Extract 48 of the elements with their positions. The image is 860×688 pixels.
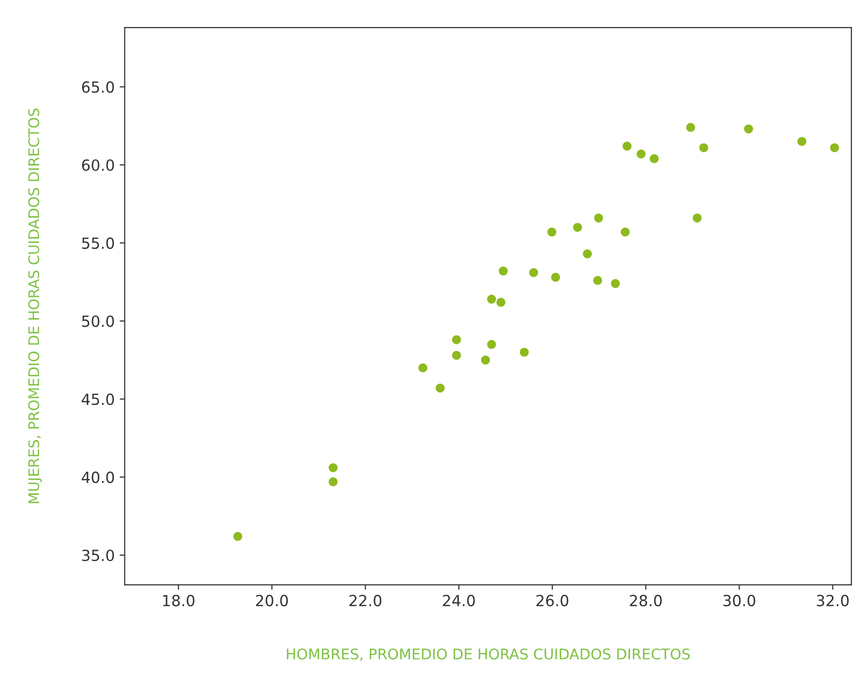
point: [547, 228, 556, 237]
y-tick-label: 45.0: [82, 394, 114, 406]
point: [496, 298, 506, 307]
point: [582, 249, 592, 258]
x-tick-label: 32.0: [816, 594, 849, 606]
x-tick-label: 30.0: [723, 594, 756, 606]
x-tick-label: 28.0: [630, 594, 662, 606]
point: [622, 142, 632, 151]
x-tick-label: 22.0: [349, 594, 382, 606]
point: [573, 222, 582, 232]
x-tick-label: 26.0: [536, 594, 568, 606]
point: [610, 279, 620, 288]
y-tick-label: 60.0: [82, 159, 114, 171]
y-tick-label: 50.0: [82, 315, 114, 328]
point: [692, 213, 702, 222]
point: [498, 266, 508, 276]
y-tick-label: 55.0: [82, 237, 114, 249]
point: [551, 272, 560, 282]
y-tick-label: 65.0: [82, 81, 114, 93]
point: [487, 294, 496, 304]
point: [529, 268, 538, 278]
x-tick-label: 24.0: [442, 594, 475, 606]
point: [480, 356, 490, 365]
y-axis-title: MUJERES, PROMEDIO DE HORAS CUIDADOS DIRECTOS: [28, 108, 42, 504]
point: [593, 276, 602, 285]
x-tick-label: 18.0: [163, 594, 194, 606]
point: [699, 143, 708, 152]
point: [328, 477, 338, 486]
point: [744, 124, 754, 134]
point: [830, 143, 840, 152]
x-tick-label: 20.0: [256, 594, 288, 606]
point: [620, 228, 630, 237]
point: [452, 350, 462, 360]
point: [797, 136, 806, 146]
point: [487, 340, 496, 349]
point: [452, 335, 462, 344]
x-axis-title: HOMBRES, PROMEDIO DE HORAS CUIDADOS DIRECTOS: [286, 648, 690, 661]
y-tick-label: 40.0: [82, 472, 114, 484]
point: [233, 532, 242, 541]
point: [328, 463, 338, 472]
point: [594, 213, 604, 222]
point: [686, 122, 696, 132]
point: [520, 348, 529, 357]
point: [636, 149, 646, 158]
point: [436, 384, 445, 393]
point: [418, 363, 428, 372]
point: [650, 154, 659, 164]
y-tick-label: 35.0: [82, 550, 114, 562]
